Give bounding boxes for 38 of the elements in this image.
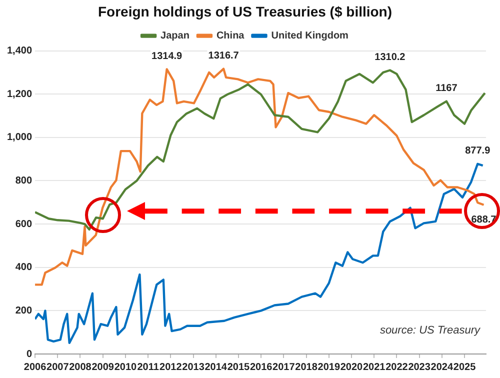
x-tick-label: 2017	[272, 362, 296, 373]
annotation: 1316.7	[208, 50, 240, 62]
x-tick-label: 2012	[160, 362, 182, 373]
x-tick-label: 2006	[24, 362, 47, 373]
y-tick-label: 400	[15, 262, 32, 274]
annotation: source: US Treasury	[380, 324, 482, 337]
x-tick-label: 2024	[430, 362, 454, 373]
annotation: 877.9	[465, 146, 491, 157]
x-tick-label: 2023	[408, 362, 431, 373]
x-tick-label: 2013	[182, 362, 205, 373]
x-tick-label: 2022	[386, 362, 408, 373]
y-tick-label: 600	[15, 218, 32, 230]
x-tick-label: 2014	[204, 362, 228, 373]
y-tick-label: 1,200	[6, 88, 32, 100]
x-tick-label: 2019	[318, 362, 340, 373]
annotation: 1310.2	[374, 52, 406, 63]
x-tick-label: 2021	[362, 362, 386, 373]
chart-title: Foreign holdings of US Treasuries ($ billion)	[98, 3, 392, 20]
legend-label: Japan	[160, 30, 190, 42]
y-tick-label: 0	[26, 348, 32, 360]
x-tick-label: 2008	[69, 362, 92, 373]
x-tick-label: 2011	[137, 362, 160, 373]
legend-label: United Kingdom	[271, 30, 349, 42]
y-tick-label: 800	[15, 175, 32, 186]
x-tick-label: 2015	[227, 362, 250, 373]
y-tick-label: 1,000	[6, 132, 32, 144]
x-tick-label: 2018	[295, 362, 318, 373]
y-tick-label: 200	[15, 305, 32, 316]
x-tick-label: 2025	[453, 362, 476, 373]
x-tick-label: 2010	[114, 362, 138, 373]
annotation: 1167	[436, 83, 458, 94]
legend-label: China	[216, 30, 245, 42]
x-tick-label: 2016	[250, 362, 273, 373]
annotation: 1314.9	[152, 50, 183, 62]
y-tick-label: 1,400	[6, 46, 32, 57]
x-tick-label: 2007	[46, 362, 70, 373]
x-tick-label: 2009	[92, 362, 114, 373]
x-tick-label: 2020	[340, 362, 364, 373]
